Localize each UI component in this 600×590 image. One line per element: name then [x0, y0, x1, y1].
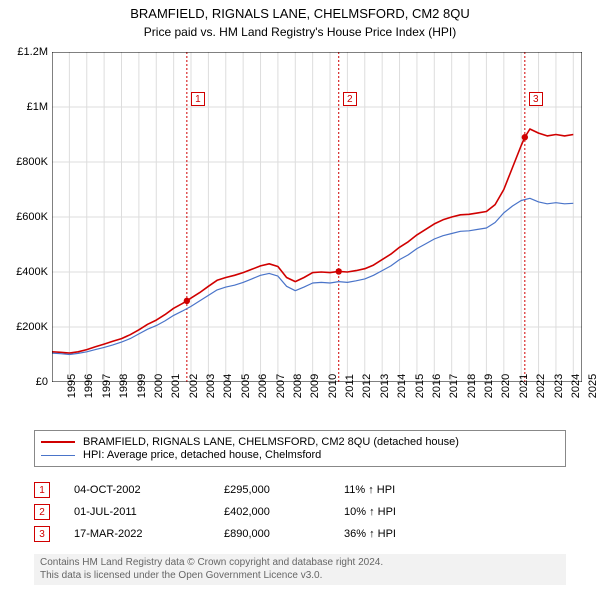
chart-marker-label: 3 [529, 92, 543, 106]
marker-row: 1 04-OCT-2002 £295,000 11% ↑ HPI [34, 482, 566, 498]
footer-line: Contains HM Land Registry data © Crown c… [40, 557, 560, 570]
legend: BRAMFIELD, RIGNALS LANE, CHELMSFORD, CM2… [34, 430, 566, 467]
legend-label: HPI: Average price, detached house, Chel… [83, 449, 321, 461]
y-axis-tick-label: £400K [16, 266, 48, 278]
y-axis-tick-label: £1M [27, 101, 48, 113]
x-axis-tick-label: 2025 [573, 374, 599, 398]
legend-swatch [41, 455, 75, 456]
footer-line: This data is licensed under the Open Gov… [40, 570, 560, 583]
marker-price: £295,000 [224, 484, 344, 496]
marker-row: 2 01-JUL-2011 £402,000 10% ↑ HPI [34, 504, 566, 520]
marker-date: 01-JUL-2011 [74, 506, 224, 518]
marker-row: 3 17-MAR-2022 £890,000 36% ↑ HPI [34, 526, 566, 542]
marker-number-box: 3 [34, 526, 50, 542]
chart-subtitle: Price paid vs. HM Land Registry's House … [0, 25, 600, 39]
y-axis-tick-label: £0 [36, 376, 48, 388]
marker-price: £890,000 [224, 528, 344, 540]
legend-item: HPI: Average price, detached house, Chel… [41, 449, 559, 461]
marker-delta: 10% ↑ HPI [344, 506, 464, 518]
y-axis-tick-label: £600K [16, 211, 48, 223]
y-axis-tick-label: £200K [16, 321, 48, 333]
legend-item: BRAMFIELD, RIGNALS LANE, CHELMSFORD, CM2… [41, 436, 559, 448]
marker-date: 04-OCT-2002 [74, 484, 224, 496]
chart-title: BRAMFIELD, RIGNALS LANE, CHELMSFORD, CM2… [0, 6, 600, 21]
chart-marker-label: 1 [191, 92, 205, 106]
marker-delta: 11% ↑ HPI [344, 484, 464, 496]
marker-number-box: 1 [34, 482, 50, 498]
footer-attribution: Contains HM Land Registry data © Crown c… [34, 554, 566, 585]
chart-plot-area: £0£200K£400K£600K£800K£1M£1.2M1995199619… [52, 52, 582, 382]
marker-table: 1 04-OCT-2002 £295,000 11% ↑ HPI 2 01-JU… [34, 476, 566, 548]
legend-label: BRAMFIELD, RIGNALS LANE, CHELMSFORD, CM2… [83, 436, 459, 448]
chart-marker-label: 2 [343, 92, 357, 106]
marker-price: £402,000 [224, 506, 344, 518]
y-axis-tick-label: £1.2M [17, 46, 48, 58]
y-axis-tick-label: £800K [16, 156, 48, 168]
title-block: BRAMFIELD, RIGNALS LANE, CHELMSFORD, CM2… [0, 0, 600, 39]
marker-date: 17-MAR-2022 [74, 528, 224, 540]
marker-number-box: 2 [34, 504, 50, 520]
marker-delta: 36% ↑ HPI [344, 528, 464, 540]
legend-swatch [41, 441, 75, 443]
